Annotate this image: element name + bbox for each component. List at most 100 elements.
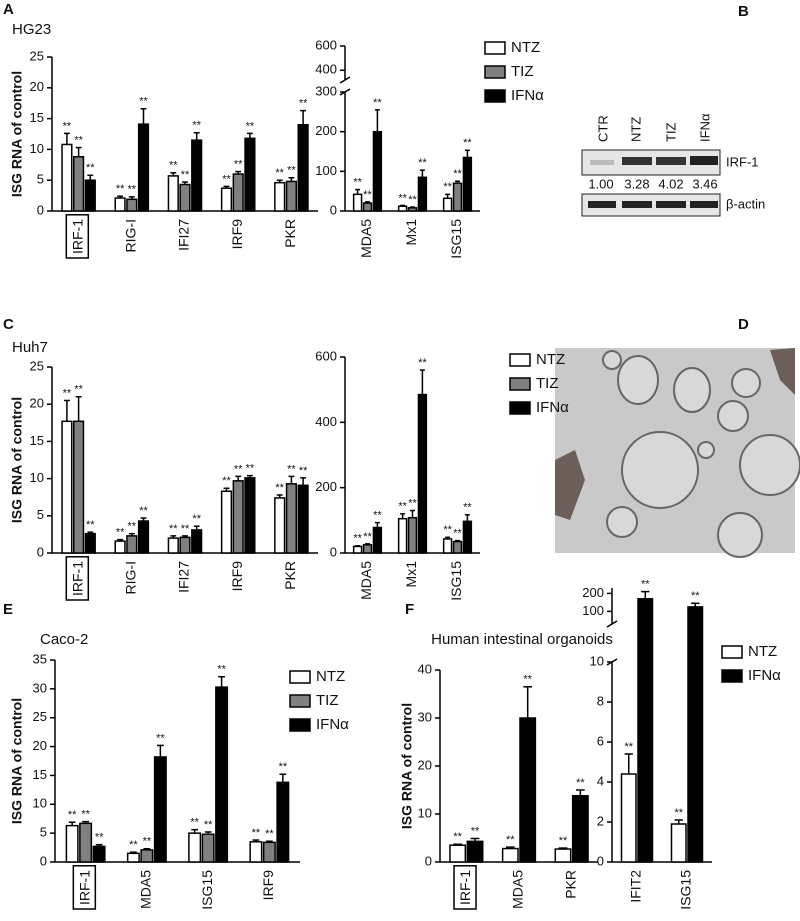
bar (65, 824, 79, 863)
y-tick-label: 400 (315, 62, 337, 77)
y-tick-label: 100 (315, 163, 337, 178)
bar (179, 536, 191, 554)
chart-title: Caco-2 (40, 631, 88, 648)
band (690, 201, 718, 208)
significance-label: ** (453, 527, 462, 539)
bar (126, 535, 138, 554)
bar (72, 156, 85, 212)
bar (84, 532, 96, 554)
bar (188, 832, 202, 863)
y-axis-label: ISG RNA of control (9, 698, 25, 824)
significance-label: ** (363, 189, 372, 201)
significance-label: ** (418, 157, 427, 169)
significance-label: ** (74, 134, 83, 146)
legend-swatch (289, 718, 311, 732)
legend-swatch (721, 645, 743, 659)
bar (417, 176, 428, 212)
x-tick-label: ISG15 (448, 219, 464, 259)
x-tick-label: IRF9 (229, 219, 245, 250)
y-tick-label: 5 (40, 825, 47, 840)
x-tick-label: Mx1 (403, 561, 419, 588)
significance-label: ** (169, 523, 178, 535)
x-tick-label: IRF-1 (457, 870, 473, 905)
quantification: 3.46 (692, 176, 717, 191)
legend-swatch (509, 377, 531, 391)
organoid (697, 441, 715, 459)
bar (417, 393, 428, 554)
significance-label: ** (576, 777, 585, 789)
bar (61, 143, 73, 212)
y-tick-label: 10 (30, 141, 44, 156)
bar (452, 182, 463, 212)
x-tick-label: IFIT2 (628, 870, 644, 903)
legend-swatch (289, 694, 311, 708)
organoid (606, 506, 638, 538)
x-tick-label: RIG-I (123, 219, 139, 252)
bar (362, 202, 373, 212)
x-tick-label: PKR (282, 561, 298, 590)
bar (167, 537, 179, 554)
organoid (617, 355, 659, 405)
significance-label: ** (128, 521, 137, 533)
organoid (673, 367, 711, 413)
significance-label: ** (252, 827, 261, 839)
bar (297, 484, 309, 554)
axis-break (339, 76, 351, 84)
y-tick-label: 20 (30, 79, 44, 94)
organoid (602, 350, 622, 370)
bar (244, 477, 256, 554)
y-tick-label: 400 (315, 414, 337, 429)
y-tick-label: 8 (597, 693, 604, 708)
significance-label: ** (139, 96, 148, 108)
chart-title: Huh7 (12, 339, 48, 356)
significance-label: ** (81, 809, 90, 821)
significance-label: ** (234, 158, 243, 170)
organoid (731, 368, 761, 398)
y-axis-label: ISG RNA of control (399, 703, 415, 829)
significance-label: ** (143, 836, 152, 848)
lane-label: IFNα (697, 113, 712, 142)
significance-label: ** (641, 579, 650, 591)
bar (285, 483, 298, 554)
bar (274, 181, 286, 212)
band (690, 156, 718, 165)
legend-label: NTZ (536, 351, 565, 368)
significance-label: ** (373, 510, 382, 522)
y-tick-label: 100 (582, 603, 604, 618)
significance-label: ** (217, 664, 226, 676)
micrograph (555, 348, 800, 558)
significance-label: ** (234, 463, 243, 475)
western-blot: CTR NTZ TIZ IFNα IRF-1 1.00 3.28 4.02 3.… (581, 113, 765, 217)
bar (362, 544, 373, 554)
y-tick-label: 20 (418, 757, 432, 772)
y-tick-label: 200 (315, 479, 337, 494)
significance-label: ** (559, 835, 568, 847)
significance-label: ** (674, 807, 683, 819)
legend-label: IFNα (511, 87, 544, 104)
organoid (621, 431, 699, 509)
debris (555, 450, 585, 520)
y-tick-label: 25 (33, 709, 47, 724)
x-tick-label: IFI27 (176, 219, 192, 251)
x-tick-label: MDA5 (510, 870, 526, 909)
significance-label: ** (471, 825, 480, 837)
bar (397, 517, 408, 554)
significance-label: ** (74, 384, 83, 396)
bar (407, 207, 418, 212)
bar (201, 833, 215, 863)
bar (462, 520, 473, 554)
bar (137, 520, 150, 554)
category-box (453, 865, 477, 910)
x-tick-label: IRF-1 (69, 219, 85, 254)
x-tick-label: IRF9 (260, 870, 276, 901)
bar (352, 193, 363, 212)
significance-label: ** (246, 463, 255, 475)
significance-label: ** (506, 834, 515, 846)
bar (84, 179, 96, 212)
y-tick-label: 10 (33, 796, 47, 811)
x-tick-label: IRF9 (229, 561, 245, 592)
significance-label: ** (279, 761, 288, 773)
band (656, 157, 686, 165)
bar (519, 717, 537, 863)
bar (215, 686, 229, 863)
